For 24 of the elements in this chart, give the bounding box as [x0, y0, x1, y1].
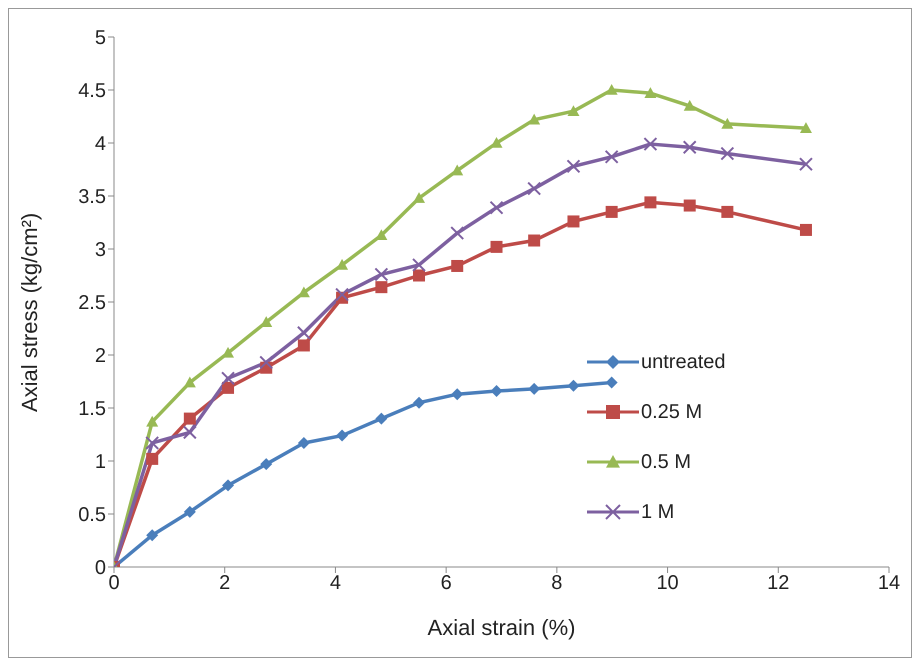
x-tick-label: 10 — [656, 572, 679, 594]
y-tick-label: 1.5 — [78, 398, 106, 420]
x-tick-label: 2 — [219, 572, 230, 594]
y-tick-label: 4.5 — [78, 80, 106, 102]
legend-label: 1 M — [641, 500, 674, 524]
x-tick-label: 6 — [440, 572, 452, 594]
x-tick-label: 14 — [878, 572, 900, 594]
x-tick-label: 4 — [330, 572, 341, 594]
legend-label: 0.25 M — [641, 400, 702, 424]
y-tick-label: 5 — [94, 27, 106, 50]
legend-label: untreated — [641, 350, 726, 374]
x-axis-title: Axial strain (%) — [428, 615, 576, 640]
y-tick-label: 2 — [94, 345, 106, 368]
y-tick-label: 3 — [94, 239, 106, 262]
y-tick-label: 0.5 — [78, 504, 106, 526]
y-tick-label: 4 — [94, 133, 106, 156]
y-tick-label: 3.5 — [78, 186, 106, 208]
x-tick-label: 8 — [551, 572, 562, 594]
x-tick-label: 12 — [767, 572, 790, 594]
y-tick-label: 0 — [94, 557, 106, 580]
y-axis-title: Axial stress (kg/cm²) — [16, 212, 42, 412]
y-tick-label: 1 — [94, 451, 106, 474]
y-tick-label: 2.5 — [78, 292, 106, 314]
legend-label: 0.5 M — [641, 450, 692, 474]
